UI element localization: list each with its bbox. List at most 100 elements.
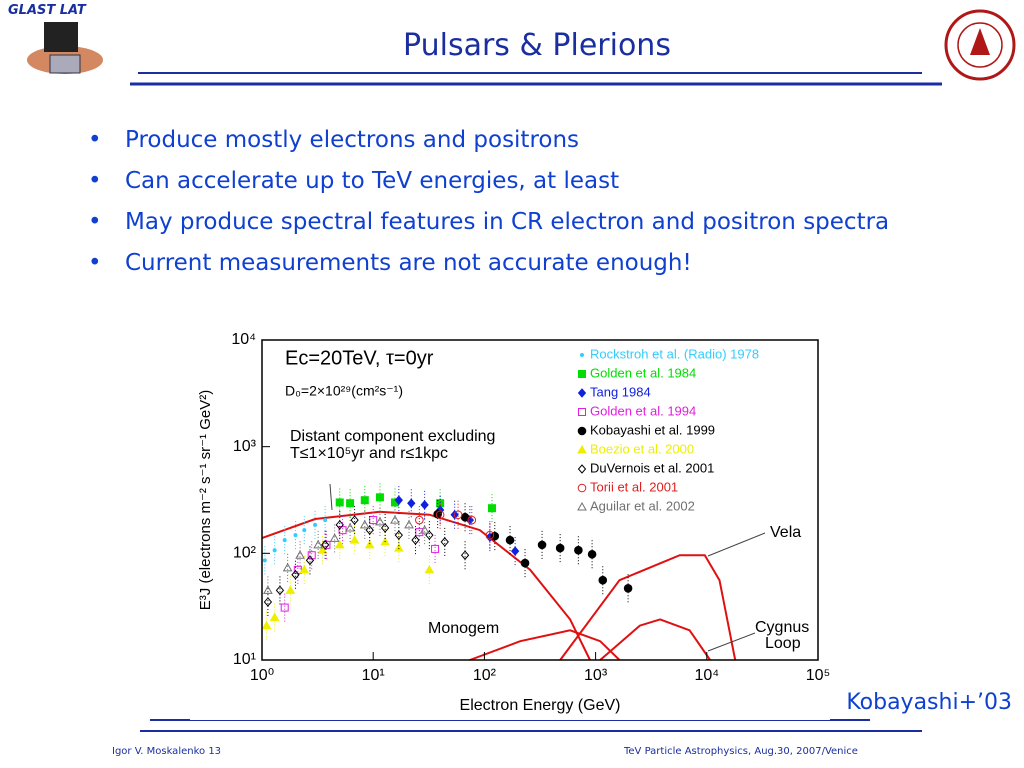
data-point xyxy=(394,530,403,540)
data-point xyxy=(577,501,587,511)
data-point xyxy=(574,545,583,555)
bullet: Produce mostly electrons and positrons xyxy=(88,124,918,157)
data-point xyxy=(261,620,272,630)
data-point xyxy=(587,549,597,559)
legend-label: Rockstroh et al. (Radio) 1978 xyxy=(590,346,759,361)
data-point xyxy=(390,515,400,524)
x-tick-label: 10⁰ xyxy=(250,667,274,684)
data-point xyxy=(435,510,445,520)
data-point xyxy=(285,585,296,594)
annotation: Cygnus xyxy=(755,619,809,636)
data-point xyxy=(393,543,404,552)
annotation: Monogem xyxy=(428,620,499,637)
data-point xyxy=(302,528,307,533)
annotation: Vela xyxy=(770,524,801,541)
data-point xyxy=(411,535,420,545)
model-curve xyxy=(469,629,621,661)
data-point xyxy=(360,496,369,505)
data-point xyxy=(269,612,280,622)
data-point xyxy=(577,388,587,398)
data-point xyxy=(282,562,293,572)
legend-label: Golden et al. 1984 xyxy=(590,365,696,380)
data-point xyxy=(578,370,586,378)
y-tick-label: 10² xyxy=(233,545,257,562)
data-point xyxy=(394,495,403,505)
bullet: Can accelerate up to TeV energies, at le… xyxy=(88,165,918,198)
data-point xyxy=(419,525,430,534)
data-point xyxy=(313,522,318,527)
data-point xyxy=(334,539,345,549)
y-tick-label: 10⁴ xyxy=(231,331,256,348)
data-point xyxy=(467,515,477,525)
data-point xyxy=(321,540,330,550)
y-tick-label: 10¹ xyxy=(233,651,256,668)
data-point xyxy=(293,533,298,538)
data-point xyxy=(275,585,285,596)
data-point xyxy=(350,515,359,525)
data-point xyxy=(295,550,305,559)
bullet: May produce spectral features in CR elec… xyxy=(88,206,918,239)
bullet: Current measurements are not accurate en… xyxy=(88,247,918,280)
x-tick-label: 10¹ xyxy=(362,667,385,684)
annotation: Ec=20TeV, τ=0yr xyxy=(285,347,434,369)
legend-label: Torii et al. 2001 xyxy=(590,479,678,494)
data-point xyxy=(424,564,435,574)
slide-title: Pulsars & Plerions xyxy=(403,28,671,63)
legend-label: Tang 1984 xyxy=(590,384,651,399)
data-point xyxy=(272,548,277,553)
data-point xyxy=(282,538,287,543)
data-point xyxy=(487,504,496,513)
logo-text: GLAST LAT xyxy=(8,3,87,18)
legend-label: Golden et al. 1994 xyxy=(590,403,696,418)
chart-background xyxy=(190,328,830,720)
data-point xyxy=(280,603,289,612)
footer-right: TeV Particle Astrophysics, Aug.30, 2007/… xyxy=(624,746,858,757)
data-point xyxy=(623,584,633,593)
data-point xyxy=(263,585,273,594)
data-point xyxy=(345,522,355,532)
data-point xyxy=(537,540,547,550)
annotation: T≤1×10⁵yr and r≤1kpc xyxy=(290,445,448,462)
x-tick-label: 10⁵ xyxy=(806,667,830,684)
model-curve xyxy=(559,554,737,661)
data-point xyxy=(577,426,587,436)
caption: Kobayashi+’03 xyxy=(846,690,1012,715)
y-axis-label: E³J (electrons m⁻² s⁻¹ sr⁻¹ GeV²) xyxy=(197,390,214,610)
x-tick-label: 10² xyxy=(473,667,497,684)
data-point xyxy=(460,550,470,560)
data-point xyxy=(365,525,374,535)
data-point xyxy=(262,558,267,563)
data-point xyxy=(555,543,565,553)
data-point xyxy=(263,597,273,607)
data-point xyxy=(291,569,300,580)
data-point xyxy=(375,516,385,526)
data-point xyxy=(577,483,587,493)
data-point xyxy=(577,464,587,474)
legend-label: Kobayashi et al. 1999 xyxy=(590,422,715,437)
data-point xyxy=(375,493,384,502)
plot-frame xyxy=(261,339,819,661)
model-curve xyxy=(599,618,711,661)
annotation: D₀=2×10²⁹(cm²s⁻¹) xyxy=(285,383,403,399)
pointer xyxy=(707,532,766,557)
data-point xyxy=(313,539,324,549)
data-point xyxy=(431,544,440,553)
data-point xyxy=(322,540,331,549)
data-point xyxy=(305,555,315,566)
data-point xyxy=(453,510,463,520)
footer-left: Igor V. Moskalenko 13 xyxy=(112,746,222,757)
annotation: Distant component excluding xyxy=(290,428,495,445)
glast-logo: GLAST LAT xyxy=(8,3,103,74)
data-point xyxy=(505,535,515,545)
data-point xyxy=(415,515,424,525)
data-point xyxy=(577,444,587,454)
data-point xyxy=(299,564,310,574)
data-point xyxy=(359,519,370,529)
data-point xyxy=(578,408,586,416)
x-axis-label: Electron Energy (GeV) xyxy=(460,697,621,714)
stanford-seal xyxy=(944,9,1016,81)
data-point xyxy=(407,498,416,508)
y-tick-label: 10³ xyxy=(233,438,257,455)
legend-label: DuVernois et al. 2001 xyxy=(590,460,714,475)
